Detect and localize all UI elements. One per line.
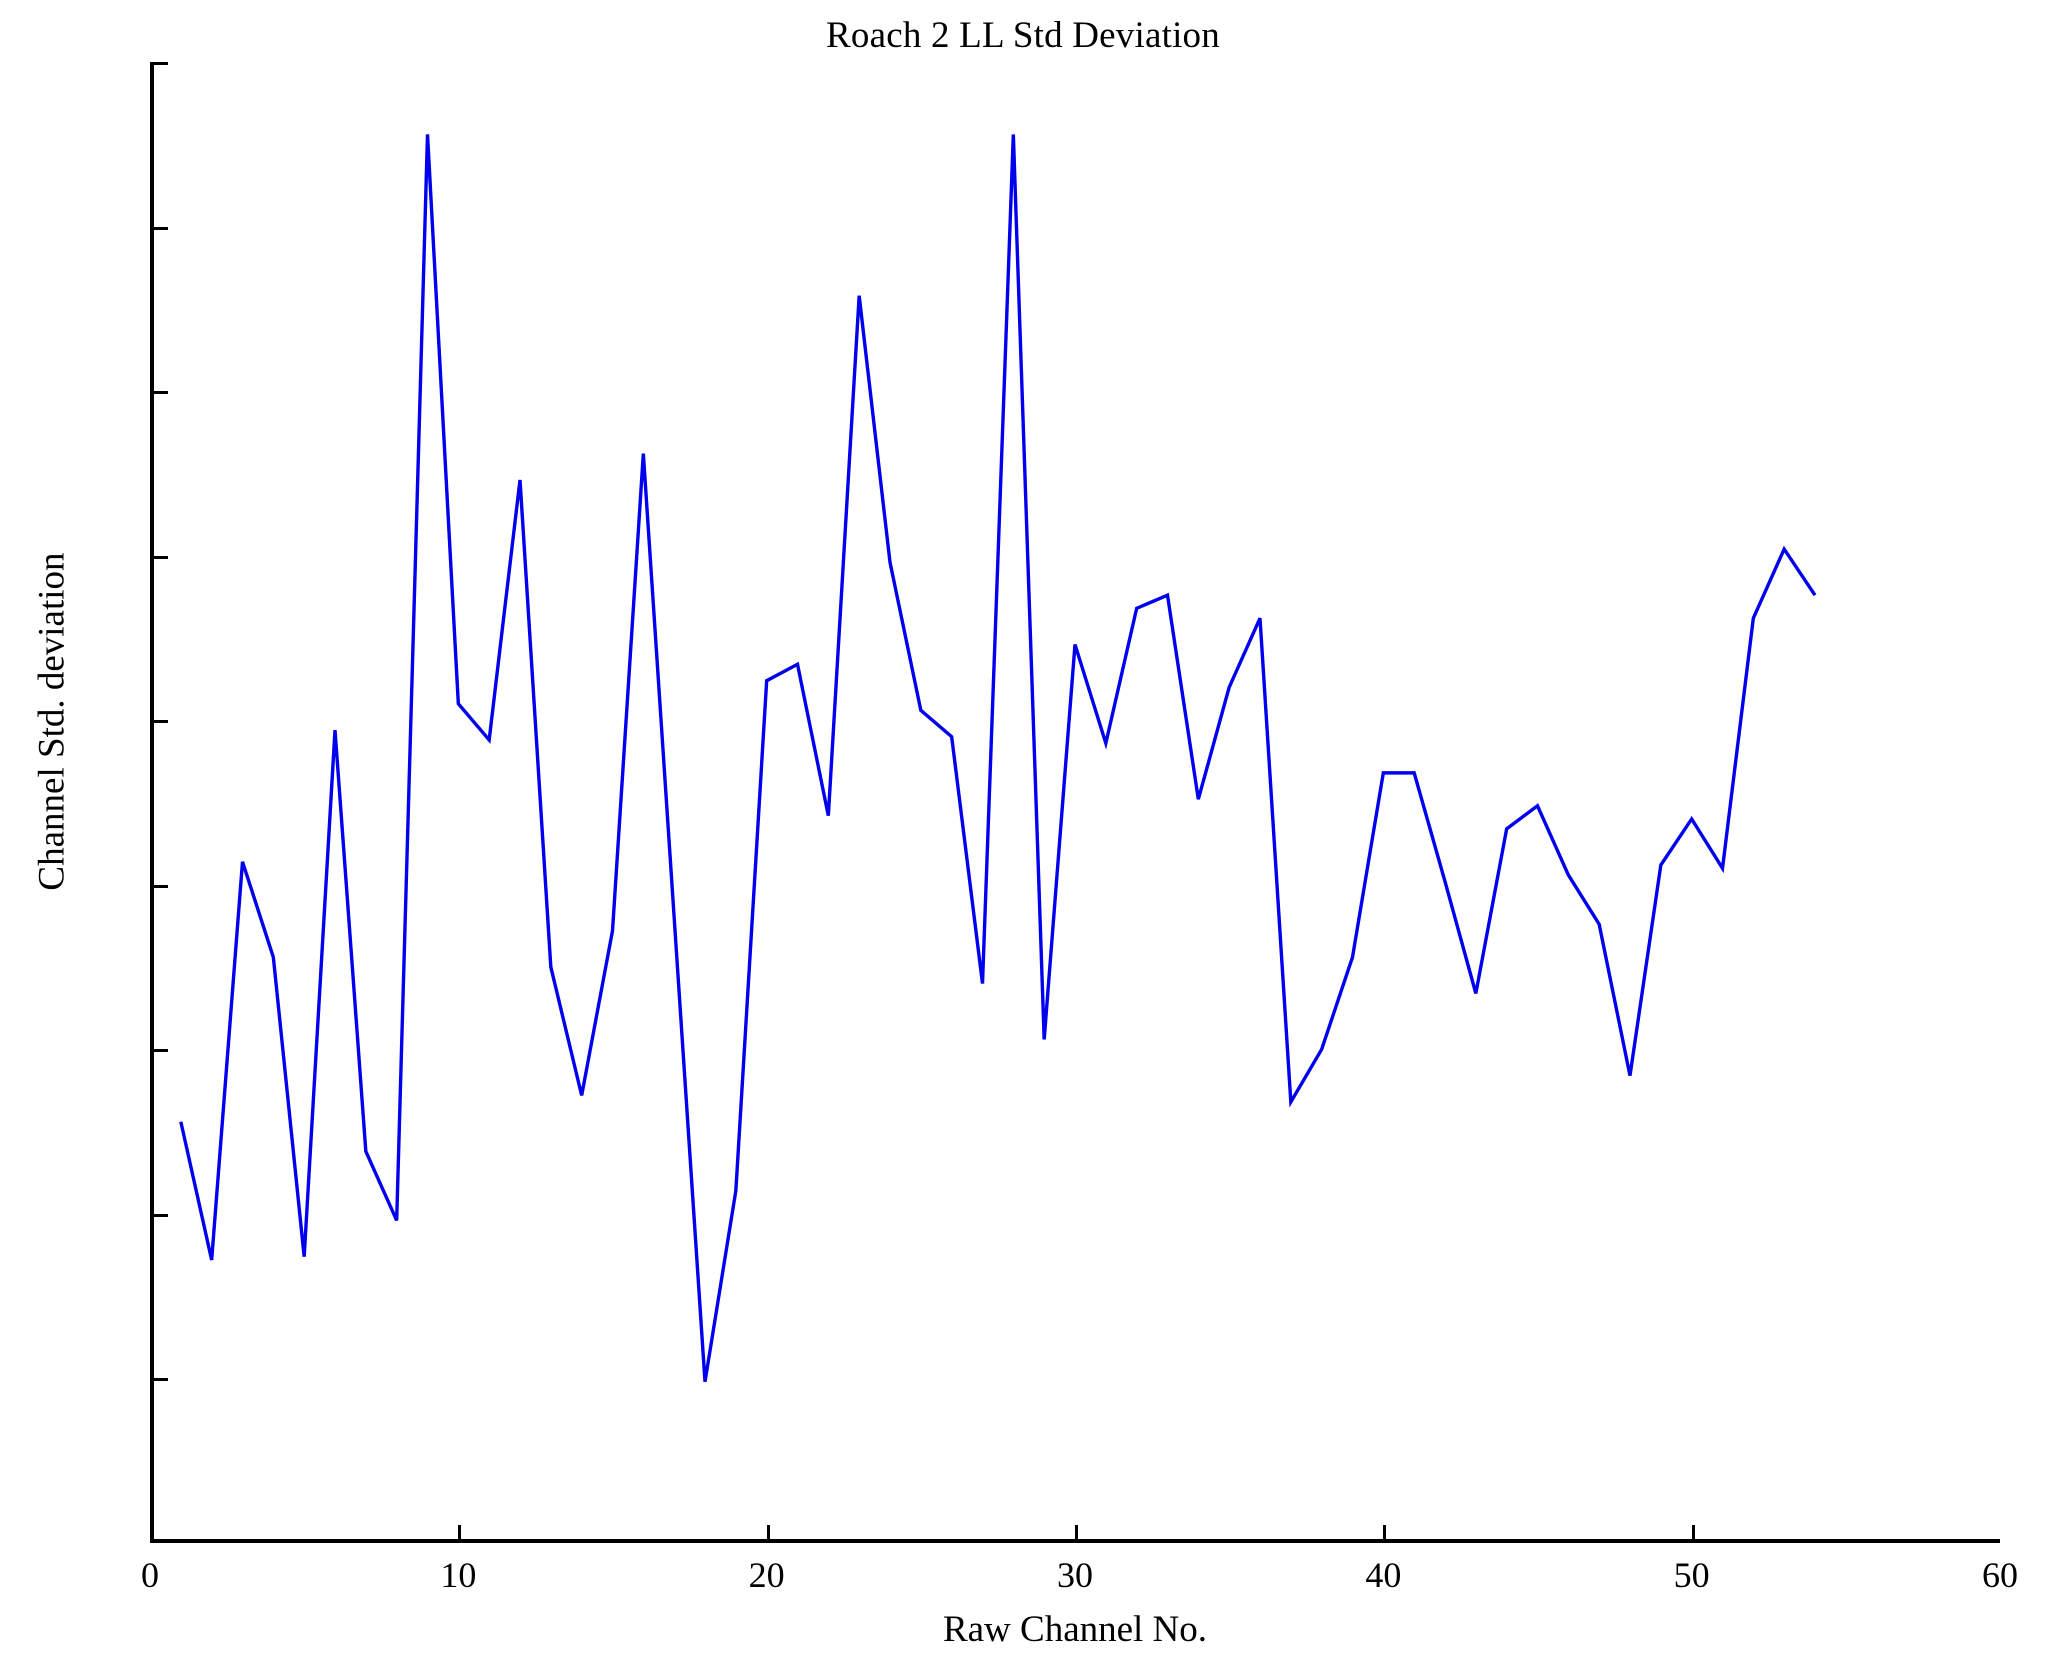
x-tick-label: 0 — [141, 1555, 159, 1595]
y-axis-label: Channel Std. deviation — [31, 552, 73, 891]
x-tick-label: 20 — [748, 1555, 785, 1595]
y-tick-mark — [150, 720, 168, 724]
y-tick-mark — [150, 1049, 168, 1053]
x-tick-label: 30 — [1057, 1555, 1093, 1595]
y-tick-mark — [150, 1213, 168, 1217]
x-tick-label: 60 — [1982, 1555, 2018, 1595]
x-tick-label: 10 — [440, 1555, 477, 1595]
x-tick-mark — [1691, 1525, 1695, 1543]
x-tick-label: 40 — [1365, 1555, 1402, 1595]
data-line-chart — [179, 134, 1817, 1383]
y-tick-mark — [150, 226, 168, 230]
plot-area — [150, 62, 2000, 1543]
x-tick-mark — [1383, 1525, 1387, 1543]
x-tick-mark — [458, 1525, 462, 1543]
data-series-line — [179, 134, 1817, 1383]
x-tick-label: 50 — [1673, 1555, 1710, 1595]
y-tick-mark — [150, 391, 168, 395]
y-tick-mark — [150, 555, 168, 559]
x-tick-mark — [1075, 1525, 1078, 1543]
x-axis-label: Raw Channel No. — [942, 1609, 1208, 1650]
y-tick-mark — [150, 884, 168, 888]
y-tick-mark — [150, 62, 168, 65]
chart-title: Roach 2 LL Std Deviation — [826, 15, 1220, 56]
y-tick-mark — [150, 1378, 168, 1382]
x-tick-mark — [766, 1525, 770, 1543]
